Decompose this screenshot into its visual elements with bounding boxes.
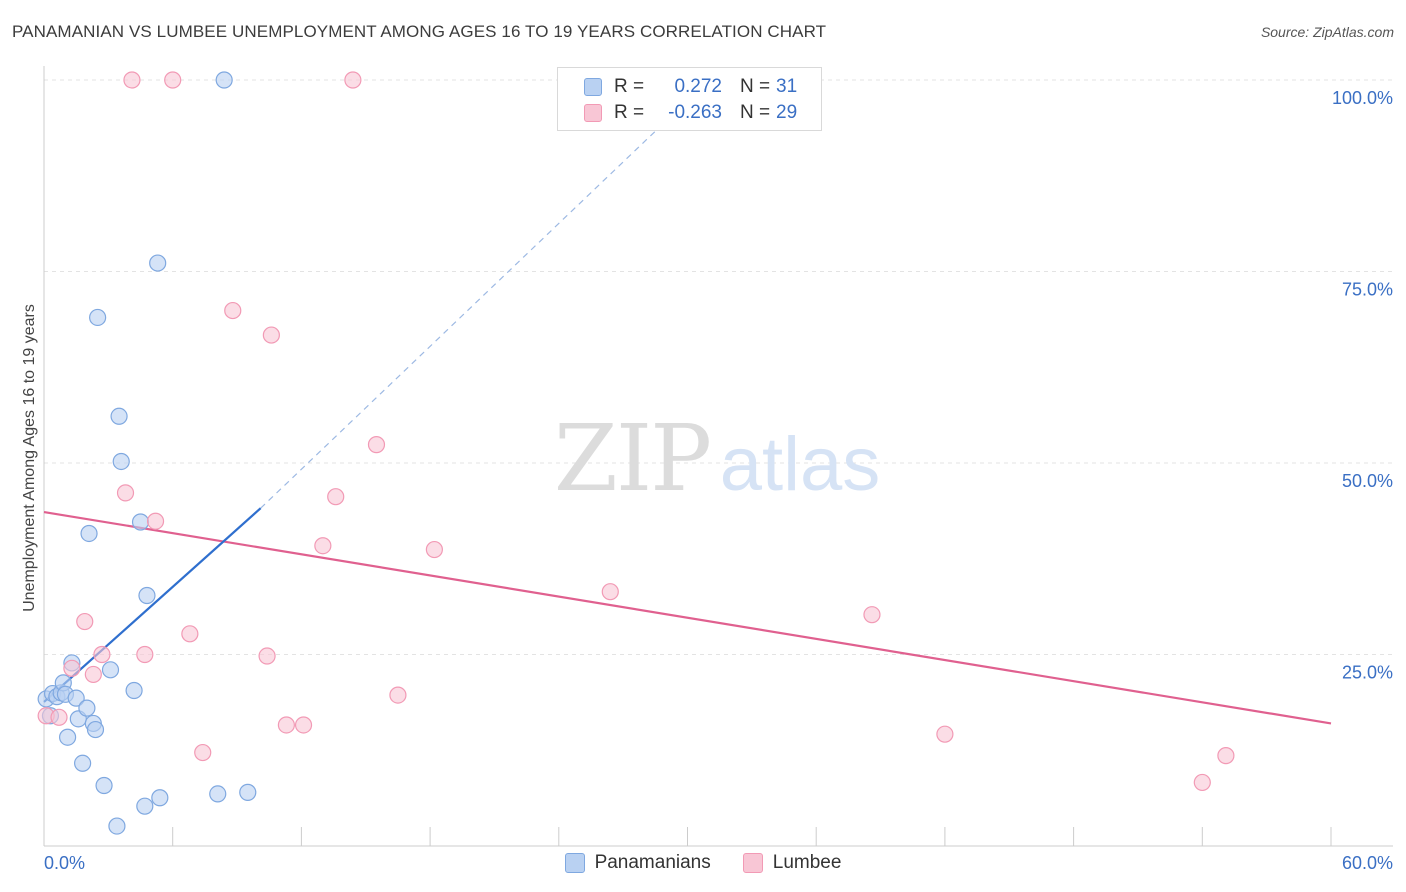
lumbee-point [344, 71, 362, 89]
panamanian-point [89, 308, 107, 327]
legend-swatch-lumbee [584, 104, 602, 122]
y-axis-label: Unemployment Among Ages 16 to 19 years [21, 304, 38, 612]
panamanian-point [86, 720, 105, 739]
lumbee-point [146, 512, 165, 530]
legend-r-value: 0.272 [674, 76, 722, 97]
lumbee-point [314, 537, 332, 555]
lumbee-point [863, 606, 881, 624]
legend-r-value: -0.263 [668, 102, 722, 123]
legend-swatch-panamanians [584, 78, 602, 96]
lumbee-point [389, 686, 407, 704]
panamanian-point [151, 789, 169, 807]
panamanian-point [131, 513, 150, 531]
lumbee-point [262, 326, 280, 344]
watermark: ZIP atlas [554, 405, 880, 512]
legend-n-label: N = [740, 102, 771, 123]
legend-n-value: 29 [776, 102, 798, 123]
lumbee-point [294, 716, 313, 734]
legend-label-panamanians: Panamanians [594, 852, 711, 873]
lumbee-point [116, 484, 135, 502]
chart-title: PANAMANIAN VS LUMBEE UNEMPLOYMENT AMONG … [12, 22, 827, 41]
axes [43, 66, 1393, 847]
legend-n-label: N = [740, 76, 771, 97]
lumbee-point [936, 725, 954, 743]
legend-row-panamanians: R = 0.272 N = 31 [584, 75, 797, 99]
series-legend: Panamanians Lumbee [0, 852, 1406, 874]
panamanian-point [209, 785, 227, 803]
legend-label-lumbee: Lumbee [772, 852, 842, 873]
tick-labels: 25.0% 50.0% 75.0% 100.0% 0.0% 60.0% [44, 88, 1393, 873]
panamanian-point [239, 783, 257, 801]
lumbee-point [76, 612, 94, 631]
lumbee-point [258, 647, 276, 665]
lumbee-point [164, 71, 182, 89]
lumbee-point [50, 708, 68, 726]
legend-r-label: R = [614, 102, 645, 123]
lumbee-point [123, 71, 141, 89]
lumbee-point [84, 665, 102, 684]
legend-n-value: 31 [776, 76, 798, 97]
panamanian-point [74, 754, 92, 772]
panamanian-point [78, 699, 96, 717]
lumbee-point [601, 583, 619, 601]
lumbee-point [1217, 747, 1235, 765]
panamanian-points [37, 71, 257, 835]
lumbee-point [367, 436, 386, 454]
lumbee-point [93, 645, 111, 664]
panamanian-point [58, 728, 77, 746]
lumbee-point [136, 645, 154, 664]
legend-swatch-lumbee [742, 853, 763, 873]
correlation-legend: R = 0.272 N = 31 R = -0.263 N = 29 [557, 67, 822, 131]
lumbee-point [277, 716, 295, 734]
legend-r-label: R = [614, 76, 645, 97]
panamanian-point [112, 452, 130, 471]
panamanian-point [108, 817, 126, 835]
lumbee-point [181, 625, 199, 643]
lumbee-trend-line [43, 510, 1332, 725]
y-tick-label: 75.0% [1342, 280, 1393, 300]
panamanian-point [125, 681, 143, 700]
panamanian-point [110, 407, 128, 425]
x-tick-label-min: 0.0% [44, 853, 85, 873]
panamanian-point [215, 71, 233, 89]
y-tick-label: 100.0% [1332, 88, 1393, 108]
watermark-zip: ZIP [554, 405, 710, 512]
lumbee-point [194, 743, 212, 762]
legend-swatch-panamanians [564, 853, 585, 873]
panamanian-point [80, 524, 98, 543]
lumbee-point [327, 488, 345, 506]
legend-item-lumbee[interactable]: Lumbee [742, 852, 842, 874]
lumbee-point [63, 659, 81, 677]
panamanian-point [95, 776, 113, 795]
lumbee-point [425, 540, 443, 559]
watermark-atlas: atlas [720, 422, 881, 507]
lumbee-points [37, 71, 1235, 792]
legend-item-panamanians[interactable]: Panamanians [564, 852, 711, 874]
trend-lines [43, 79, 1332, 725]
panamanian-trend-extension [260, 79, 710, 509]
source-credit: Source: ZipAtlas.com [1260, 24, 1394, 40]
y-tick-label: 25.0% [1342, 663, 1393, 683]
panamanian-point [101, 661, 120, 679]
y-tick-label: 50.0% [1342, 471, 1393, 491]
x-tick-label-max: 60.0% [1342, 853, 1393, 873]
lumbee-point [224, 301, 242, 320]
panamanian-point [149, 254, 167, 272]
panamanian-point [138, 586, 156, 605]
panamanian-point [136, 797, 154, 815]
panamanian-point [67, 689, 85, 707]
legend-row-lumbee: R = -0.263 N = 29 [584, 101, 797, 125]
lumbee-point [1193, 773, 1211, 792]
grid-lines [44, 79, 1393, 655]
